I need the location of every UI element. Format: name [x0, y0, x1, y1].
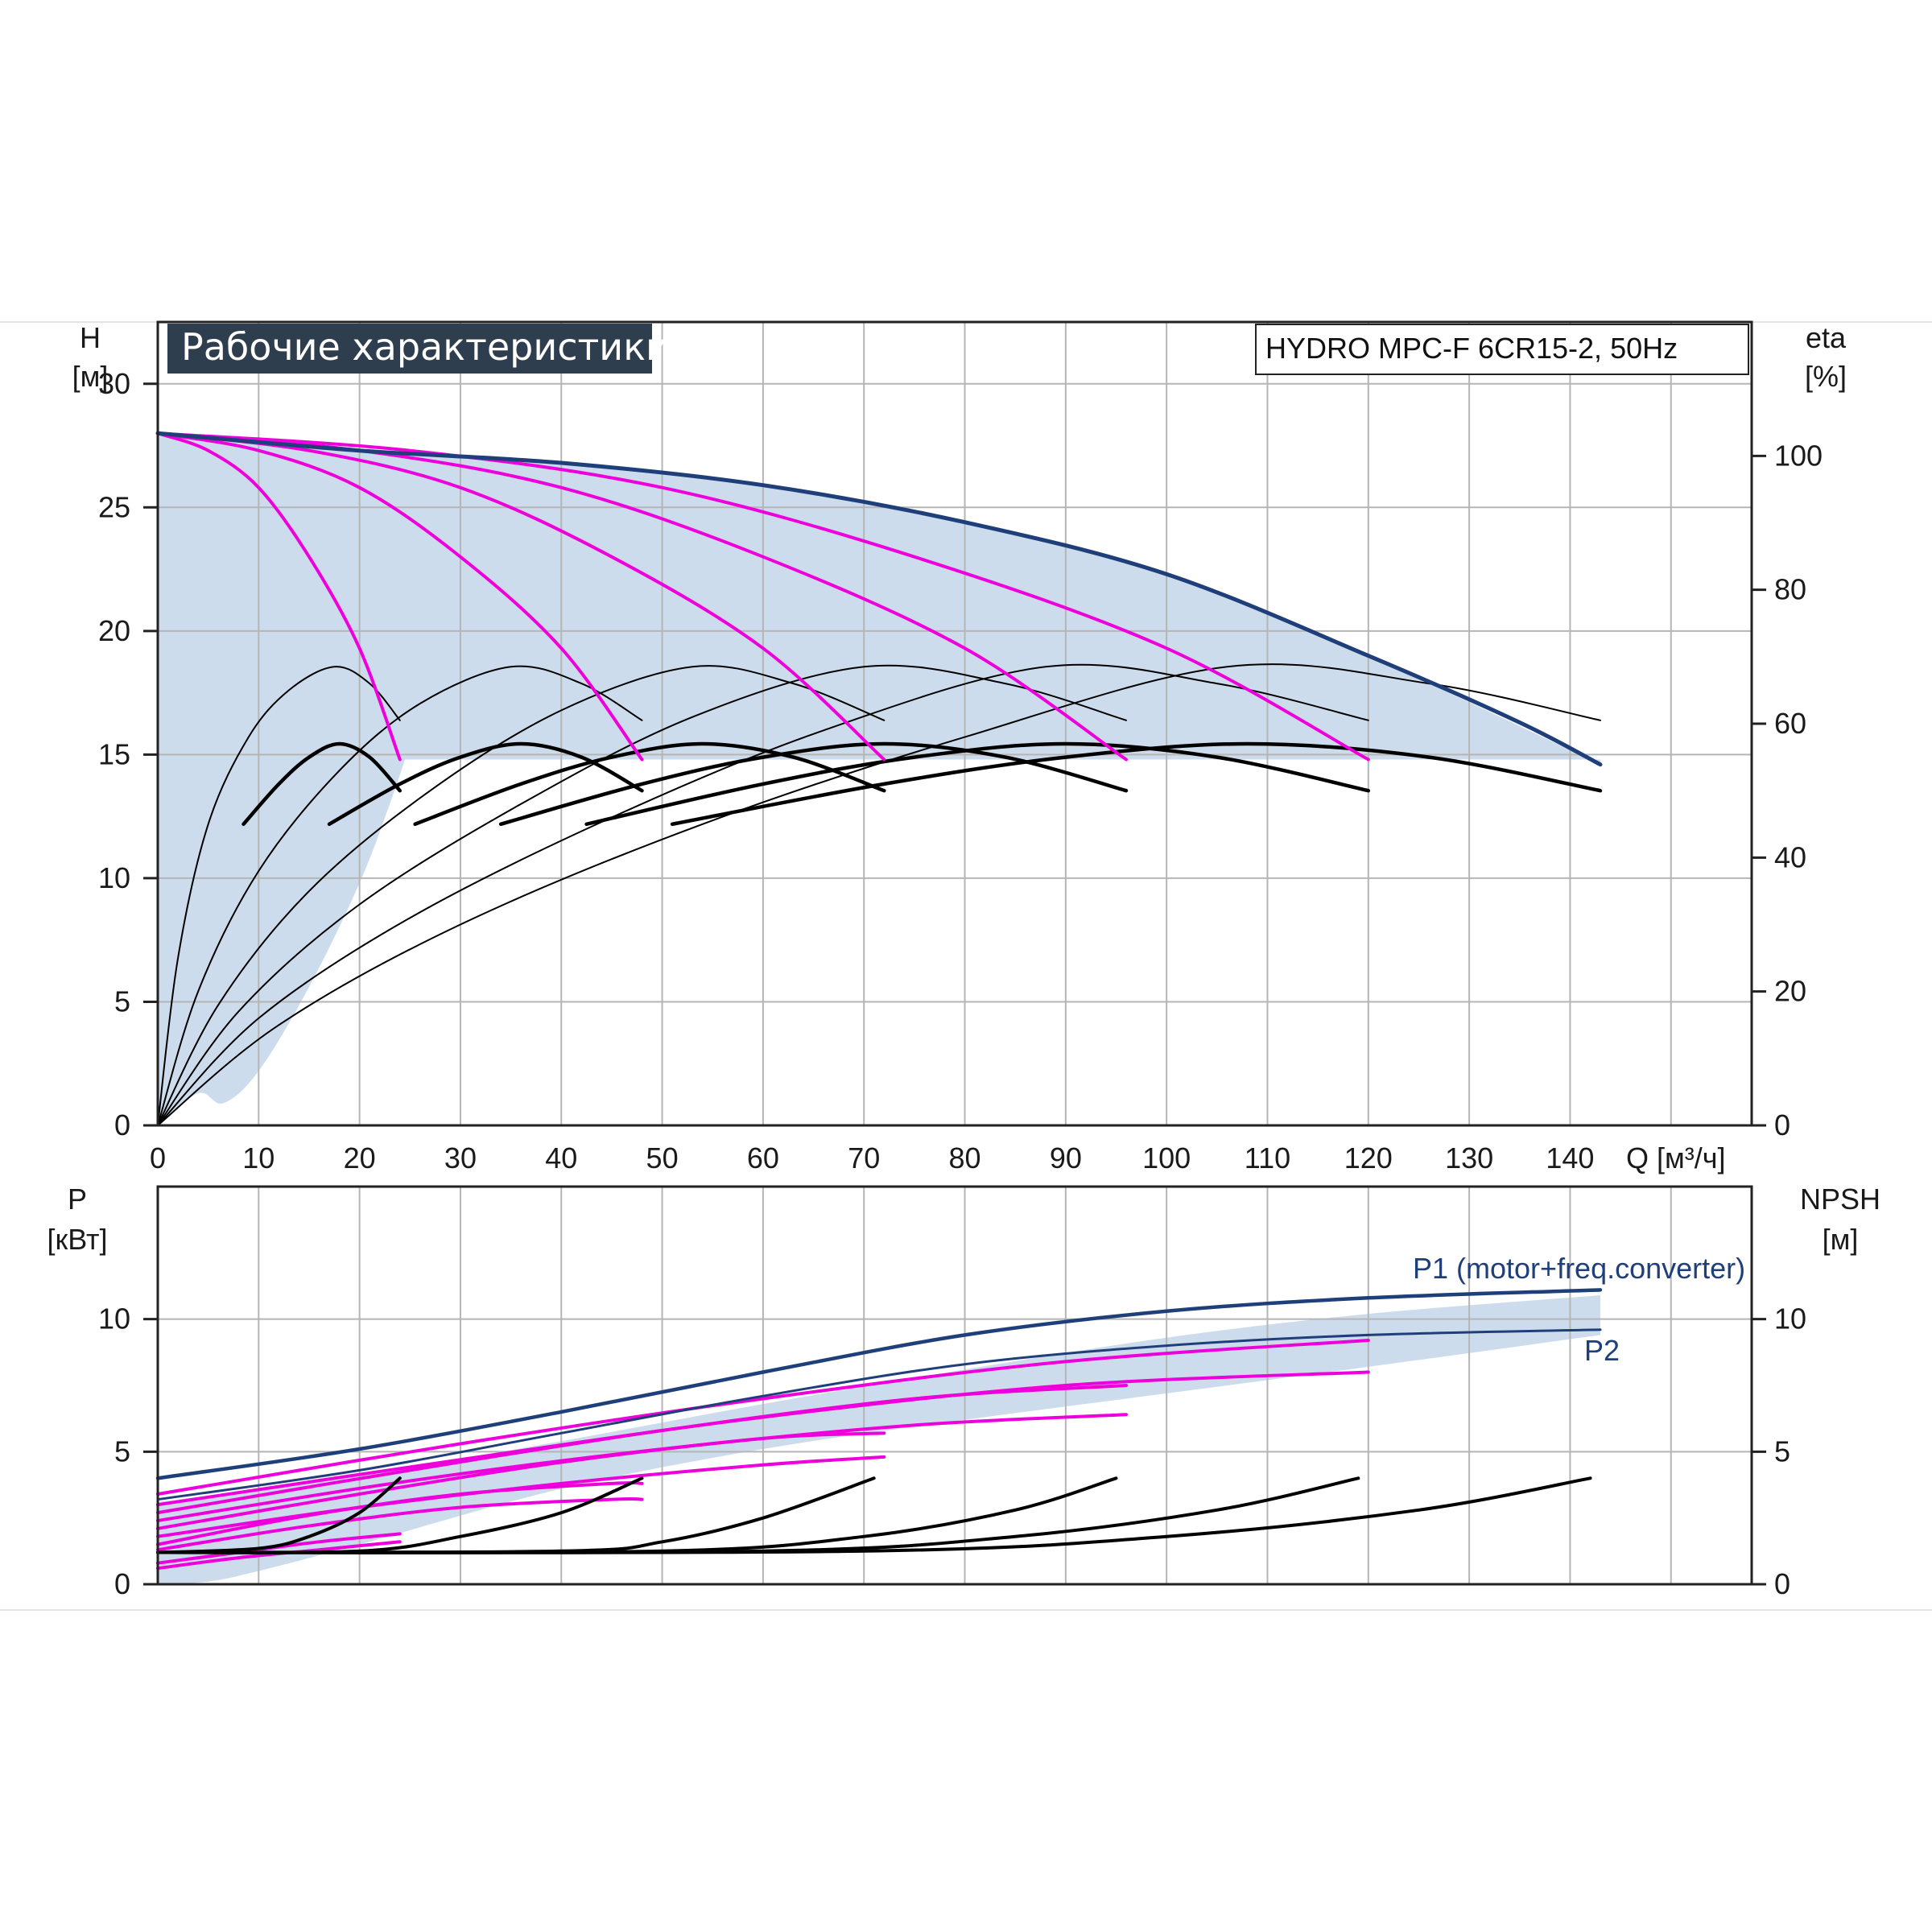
efficiency-curve-3	[413, 741, 886, 827]
qh-curve-1	[156, 431, 402, 762]
top-grid	[158, 322, 1752, 1125]
chart-title-box	[167, 324, 652, 374]
efficiency-curve-1	[157, 666, 401, 1126]
p1-series-label: P1 (motor+freq.converter)	[1413, 1252, 1745, 1285]
npsh-tick-labels: 0 5 10	[1752, 1302, 1806, 1600]
y-tick-label: 25	[98, 490, 130, 523]
npsh-curve-6	[156, 1476, 1592, 1554]
y-tick-labels: 0 5 10 15 20 25 30	[98, 367, 158, 1141]
p2-series-label: P2	[1584, 1334, 1620, 1367]
y-tick-label: 5	[114, 985, 130, 1018]
envelope-curve-1	[155, 431, 1603, 767]
x-tick-label: 10	[242, 1141, 275, 1174]
efficiency-curve-2	[157, 665, 643, 1126]
model-label: HYDRO MPC-F 6CR15-2, 50Hz	[1265, 332, 1678, 365]
model-label-box	[1255, 324, 1749, 375]
x-tick-label: 140	[1546, 1141, 1594, 1174]
y2-axis-label: eta	[1806, 321, 1847, 354]
x-tick-label: 120	[1344, 1141, 1393, 1174]
npsh-tick-label: 5	[1774, 1435, 1790, 1468]
power-band-area	[158, 1295, 1600, 1584]
efficiency-curve-1	[242, 741, 402, 827]
npsh-axis-unit: [м]	[1823, 1223, 1859, 1256]
y-tick-label: 15	[98, 737, 130, 770]
bottom-plot-border	[156, 1185, 1753, 1586]
pump-power-curve-1	[156, 1339, 1370, 1496]
y2-tick-label: 100	[1774, 439, 1823, 472]
efficiency-curve-5	[157, 663, 1369, 1126]
pump-power-curve-6	[156, 1370, 1370, 1507]
x-tick-label: 130	[1445, 1141, 1493, 1174]
top-plot: 0 10 20 30 40 50 60 70 80 90 100 110 120 130 140 0 5 10 1…	[72, 320, 1847, 1174]
y2-tick-label: 40	[1774, 840, 1806, 873]
efficiency-curve-2	[327, 741, 644, 827]
p-tick-label: 10	[98, 1302, 130, 1335]
npsh-tick-label: 0	[1774, 1567, 1790, 1600]
y-tick-label: 10	[98, 861, 130, 894]
y-axis-unit: [м]	[72, 360, 109, 393]
npsh-tick-label: 10	[1774, 1302, 1806, 1335]
bottom-plot: 0 5 10 0 5 10 P [кВт] NPSH [м] P1 (motor+fre…	[47, 1183, 1880, 1600]
y2-tick-label: 20	[1774, 975, 1806, 1008]
x-tick-label: 50	[646, 1141, 679, 1174]
x-tick-label: 60	[747, 1141, 779, 1174]
top-series	[155, 431, 1603, 1126]
efficiency-curve-3	[157, 665, 886, 1126]
qh-curve-5	[156, 431, 1370, 762]
qh-curve-2	[156, 431, 644, 762]
x-tick-label: 20	[344, 1141, 376, 1174]
p-tick-label: 0	[114, 1567, 130, 1600]
x-tick-label: 80	[949, 1141, 981, 1174]
y-tick-label: 0	[114, 1108, 130, 1141]
p-axis-unit: [кВт]	[47, 1223, 107, 1256]
pump-power-curve-7	[156, 1413, 1128, 1522]
p-axis-label: P	[68, 1183, 87, 1216]
x-tick-label: 90	[1050, 1141, 1082, 1174]
chart-title: Рабочие характеристики	[181, 325, 670, 369]
x-tick-label: 100	[1142, 1141, 1191, 1174]
x-tick-label: 40	[545, 1141, 577, 1174]
y-axis-label: H	[80, 321, 101, 354]
y2-tick-label: 80	[1774, 573, 1806, 606]
y2-tick-label: 0	[1774, 1108, 1790, 1141]
p2-curve-1	[156, 1328, 1602, 1501]
efficiency-curve-6	[670, 741, 1603, 827]
p1-curve-1	[155, 1288, 1603, 1480]
qh-curve-3	[156, 431, 886, 762]
efficiency-curve-4	[498, 741, 1129, 827]
x-tick-label: 110	[1245, 1141, 1290, 1174]
x-tick-label: 30	[444, 1141, 477, 1174]
y2-tick-label: 60	[1774, 707, 1806, 740]
x-tick-label: 0	[150, 1141, 166, 1174]
pump-power-curve-9	[156, 1496, 644, 1552]
efficiency-curve-6	[157, 663, 1601, 1126]
pump-power-curve-8	[156, 1455, 886, 1538]
y2-tick-labels: 0 20 40 60 80 100	[1752, 439, 1823, 1141]
npsh-axis-label: NPSH	[1800, 1183, 1880, 1216]
y-tick-label: 30	[98, 367, 130, 400]
y-tick-label: 20	[98, 614, 130, 647]
efficiency-curve-4	[157, 664, 1127, 1126]
x-tick-labels: 0 10 20 30 40 50 60 70 80 90 100 110 120 130 140	[150, 1141, 1594, 1174]
x-axis-label: Q [м³/ч]	[1626, 1141, 1726, 1174]
x-tick-label: 70	[848, 1141, 880, 1174]
bottom-series	[155, 1288, 1603, 1571]
y2-axis-unit: [%]	[1805, 360, 1847, 393]
p-tick-labels: 0 5 10	[98, 1302, 158, 1600]
efficiency-curve-5	[584, 741, 1371, 827]
p-tick-label: 5	[114, 1435, 130, 1468]
